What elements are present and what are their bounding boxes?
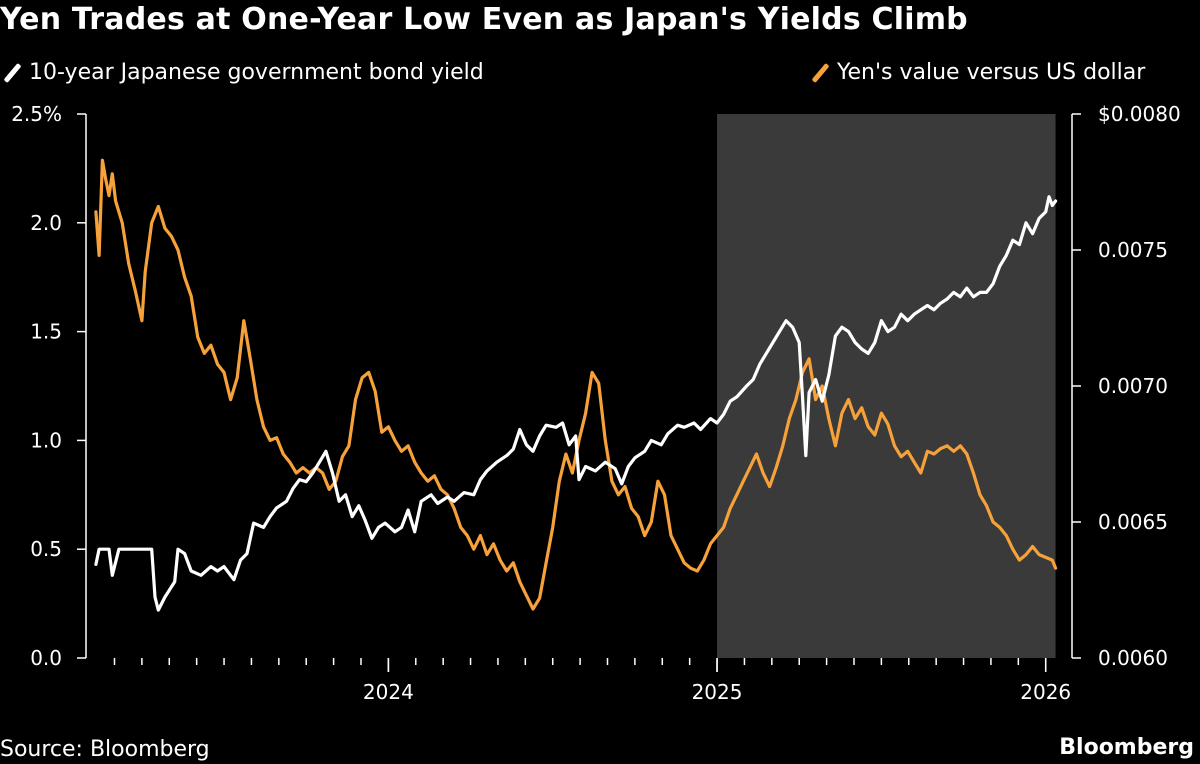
- right-axis-tick-label: 0.0070: [1098, 374, 1168, 398]
- left-axis-tick-label: 1.0: [30, 428, 62, 452]
- legend-item-jgb-yield: 10-year Japanese government bond yield: [3, 60, 484, 85]
- chart-title: Yen Trades at One-Year Low Even as Japan…: [0, 2, 968, 37]
- left-axis-tick-label: 0.5: [30, 537, 62, 561]
- series-line-yen-value: [94, 158, 1058, 611]
- left-axis: 0.0 0.5 1.0 1.5 2.0 2.5%: [11, 102, 87, 670]
- x-axis-tick-label: 2024: [363, 680, 414, 704]
- source-note: Source: Bloomberg: [0, 737, 210, 762]
- right-axis-tick-label: 0.0065: [1098, 510, 1168, 534]
- x-axis: 2024 2025 2026: [113, 658, 1071, 704]
- shaded-region: [717, 114, 1056, 658]
- right-axis-tick-label: $0.0080: [1098, 102, 1181, 126]
- left-axis-tick-label: 2.5%: [11, 102, 62, 126]
- right-axis-tick-label: 0.0060: [1098, 646, 1168, 670]
- x-axis-tick-label: 2025: [692, 680, 743, 704]
- left-axis-tick-label: 1.5: [30, 320, 62, 344]
- series-lines: [94, 158, 1058, 612]
- x-axis-tick-label: 2026: [1020, 680, 1071, 704]
- right-axis: 0.0060 0.0065 0.0070 0.0075 $0.0080: [1071, 102, 1181, 670]
- brand-logo: Bloomberg: [1059, 735, 1194, 760]
- legend-item-yen-value: Yen's value versus US dollar: [811, 60, 1146, 85]
- legend-label-yen-value: Yen's value versus US dollar: [837, 60, 1146, 85]
- left-axis-tick-label: 0.0: [30, 646, 62, 670]
- legend-label-jgb-yield: 10-year Japanese government bond yield: [29, 60, 484, 85]
- right-axis-tick-label: 0.0075: [1098, 238, 1168, 262]
- series-line-jgb-yield: [94, 195, 1058, 612]
- left-axis-tick-label: 2.0: [30, 211, 62, 235]
